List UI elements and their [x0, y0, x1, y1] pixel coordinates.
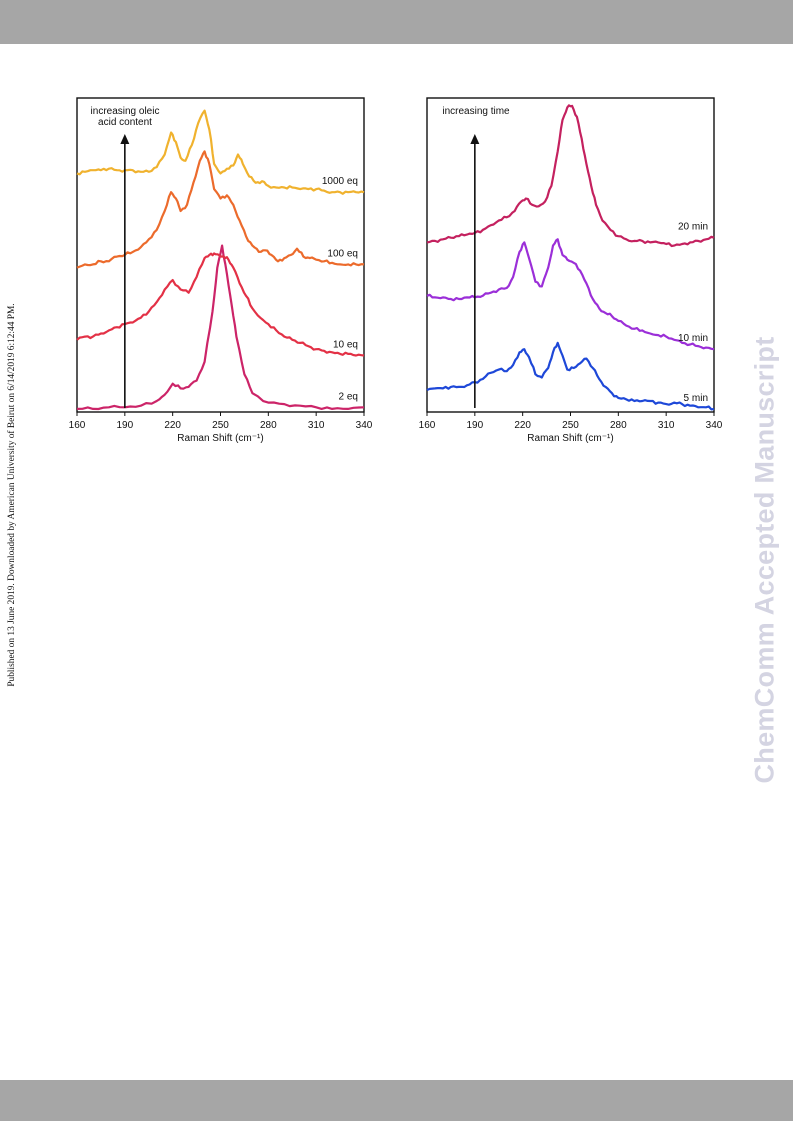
x-tick-label: 310 — [658, 420, 675, 431]
x-axis-label: Raman Shift (cm⁻¹) — [177, 433, 263, 444]
x-tick-label: 340 — [706, 420, 723, 431]
header-bar — [0, 0, 793, 44]
series-label: 10 min — [678, 333, 708, 344]
x-axis-label: Raman Shift (cm⁻¹) — [527, 433, 613, 444]
series-line-10-min — [426, 238, 715, 351]
x-tick-label: 190 — [466, 420, 483, 431]
series-line-5-min — [426, 341, 715, 411]
plot-frame — [426, 97, 715, 413]
x-tick-label: 190 — [116, 420, 133, 431]
x-tick-label: 160 — [419, 420, 436, 431]
series-label: 20 min — [678, 222, 708, 233]
x-tick-label: 310 — [308, 420, 325, 431]
footer-bar — [0, 1080, 793, 1121]
arrow-head — [470, 134, 480, 144]
series-line-10-eq — [76, 252, 365, 357]
x-tick-label: 160 — [69, 420, 86, 431]
arrow-head — [120, 134, 130, 144]
series-label: 100 eq — [327, 248, 358, 259]
arrow-annotation: acid content — [98, 117, 152, 128]
x-tick-label: 340 — [356, 420, 373, 431]
x-tick-label: 250 — [212, 420, 229, 431]
raman-chart-oleic: 2 eq 10 eq 100 eq 1000 eq 160 190 220 250 280 310… — [69, 97, 373, 444]
x-tick-label: 220 — [164, 420, 181, 431]
x-tick-label: 280 — [610, 420, 627, 431]
series-label: 2 eq — [339, 391, 358, 402]
arrow-annotation: increasing time — [442, 106, 510, 117]
watermark-text: ChemComm Accepted Manuscript — [749, 336, 780, 784]
arrow-annotation: increasing oleic — [91, 106, 160, 117]
publication-note-text: Published on 13 June 2019. Downloaded by… — [7, 303, 17, 687]
series-label: 1000 eq — [322, 176, 358, 187]
series-label: 5 min — [684, 393, 708, 404]
x-tick-label: 280 — [260, 420, 277, 431]
raman-chart-time: 5 min 10 min 20 min 160 190 220 250 280 310 340 Ra… — [419, 97, 723, 444]
series-line-2-eq — [76, 244, 365, 411]
x-tick-label: 250 — [562, 420, 579, 431]
series-label: 10 eq — [333, 339, 358, 350]
series-line-1000-eq — [76, 109, 365, 195]
series-line-20-min — [426, 104, 715, 248]
series-line-100-eq — [76, 150, 365, 269]
x-tick-label: 220 — [514, 420, 531, 431]
